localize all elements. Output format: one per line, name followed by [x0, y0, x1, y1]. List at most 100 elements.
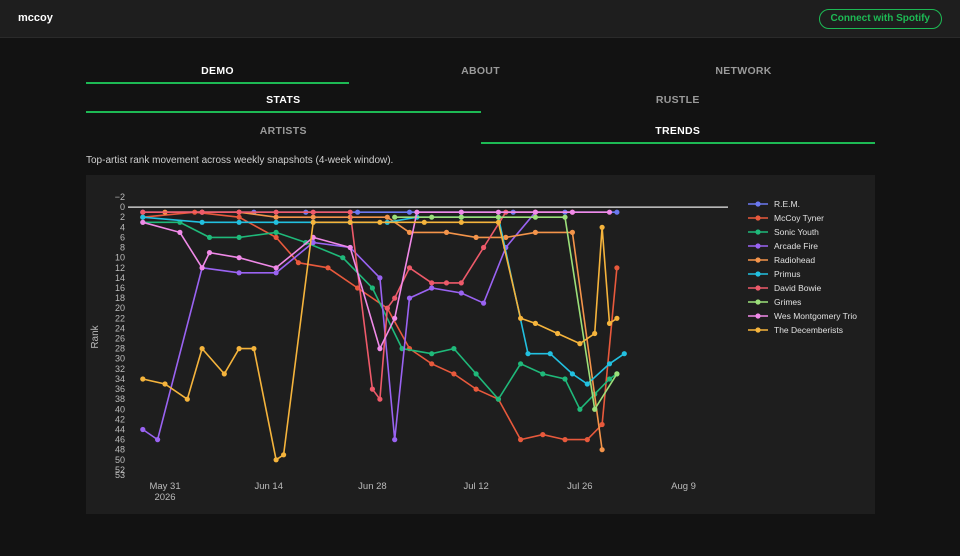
data-point[interactable] [406, 295, 413, 301]
data-point[interactable] [555, 330, 561, 337]
data-point[interactable] [273, 234, 279, 240]
data-point[interactable] [273, 219, 279, 225]
data-point[interactable] [540, 371, 546, 377]
data-point[interactable] [532, 229, 538, 235]
data-point[interactable] [347, 219, 353, 225]
data-point[interactable] [429, 285, 435, 291]
data-point[interactable] [206, 250, 213, 256]
data-point[interactable] [347, 244, 353, 251]
data-point[interactable] [162, 381, 168, 387]
data-point[interactable] [310, 219, 316, 225]
data-point[interactable] [236, 219, 242, 225]
data-point[interactable] [540, 432, 546, 438]
data-point[interactable] [236, 234, 242, 240]
brand-logo[interactable]: mccoy [18, 12, 53, 24]
data-point[interactable] [429, 351, 435, 357]
data-point[interactable] [177, 229, 183, 235]
tab-artists[interactable]: ARTISTS [259, 125, 307, 137]
data-point[interactable] [495, 209, 501, 215]
data-point[interactable] [481, 300, 487, 306]
tab-demo[interactable]: DEMO [86, 62, 349, 84]
data-point[interactable] [592, 406, 598, 412]
tab-rustle[interactable]: RUSTLE [655, 94, 700, 106]
data-point[interactable] [369, 386, 375, 392]
data-point[interactable] [140, 209, 146, 215]
data-point[interactable] [577, 406, 583, 412]
data-point[interactable] [458, 209, 464, 215]
data-point[interactable] [599, 421, 605, 428]
data-point[interactable] [429, 280, 435, 286]
legend-item[interactable]: McCoy Tyner [748, 213, 824, 223]
data-point[interactable] [525, 351, 531, 357]
data-point[interactable] [251, 346, 257, 352]
data-point[interactable] [273, 229, 279, 235]
data-point[interactable] [503, 234, 509, 240]
data-point[interactable] [443, 280, 450, 286]
data-point[interactable] [392, 315, 398, 321]
data-point[interactable] [406, 229, 413, 235]
data-point[interactable] [518, 315, 524, 321]
data-point[interactable] [384, 305, 390, 311]
data-point[interactable] [236, 255, 242, 261]
data-point[interactable] [473, 386, 479, 392]
data-point[interactable] [614, 265, 620, 271]
data-point[interactable] [206, 234, 213, 240]
data-point[interactable] [199, 219, 205, 225]
data-point[interactable] [310, 214, 316, 220]
data-point[interactable] [184, 396, 190, 402]
data-point[interactable] [421, 219, 427, 225]
data-point[interactable] [569, 229, 575, 235]
data-point[interactable] [569, 209, 575, 215]
data-point[interactable] [547, 351, 553, 357]
data-point[interactable] [458, 214, 464, 220]
data-point[interactable] [310, 239, 316, 246]
data-point[interactable] [532, 214, 538, 220]
data-point[interactable] [569, 371, 575, 377]
legend-item[interactable]: David Bowie [748, 283, 822, 293]
data-point[interactable] [406, 265, 413, 271]
data-point[interactable] [518, 437, 524, 443]
data-point[interactable] [473, 234, 479, 240]
data-point[interactable] [429, 361, 435, 367]
data-point[interactable] [495, 219, 501, 225]
data-point[interactable] [614, 209, 620, 215]
data-point[interactable] [377, 396, 383, 402]
connect-spotify-button[interactable]: Connect with Spotify [818, 9, 942, 29]
data-point[interactable] [199, 209, 205, 215]
data-point[interactable] [518, 361, 524, 367]
data-point[interactable] [140, 214, 146, 220]
data-point[interactable] [481, 244, 487, 251]
data-point[interactable] [599, 224, 605, 230]
data-point[interactable] [458, 280, 464, 286]
tab-stats[interactable]: STATS [86, 91, 481, 113]
data-point[interactable] [221, 371, 227, 377]
data-point[interactable] [281, 452, 287, 458]
data-point[interactable] [606, 209, 613, 215]
data-point[interactable] [429, 214, 435, 220]
data-point[interactable] [325, 265, 331, 271]
data-point[interactable] [614, 371, 620, 377]
tab-network[interactable]: NETWORK [715, 65, 772, 77]
data-point[interactable] [458, 290, 464, 296]
data-point[interactable] [606, 361, 613, 367]
data-point[interactable] [273, 265, 279, 271]
data-point[interactable] [443, 229, 450, 235]
data-point[interactable] [458, 219, 464, 225]
data-point[interactable] [577, 341, 583, 347]
data-point[interactable] [273, 209, 279, 215]
data-point[interactable] [606, 320, 613, 326]
data-point[interactable] [295, 260, 301, 266]
data-point[interactable] [614, 315, 620, 321]
data-point[interactable] [377, 346, 383, 352]
data-point[interactable] [273, 457, 279, 463]
data-point[interactable] [199, 346, 205, 352]
data-point[interactable] [451, 371, 457, 377]
data-point[interactable] [273, 270, 279, 276]
data-point[interactable] [392, 295, 398, 301]
data-point[interactable] [495, 396, 501, 402]
legend-item[interactable]: Grimes [748, 297, 801, 307]
data-point[interactable] [621, 351, 627, 357]
data-point[interactable] [310, 209, 316, 215]
data-point[interactable] [347, 209, 353, 215]
data-point[interactable] [562, 437, 568, 443]
